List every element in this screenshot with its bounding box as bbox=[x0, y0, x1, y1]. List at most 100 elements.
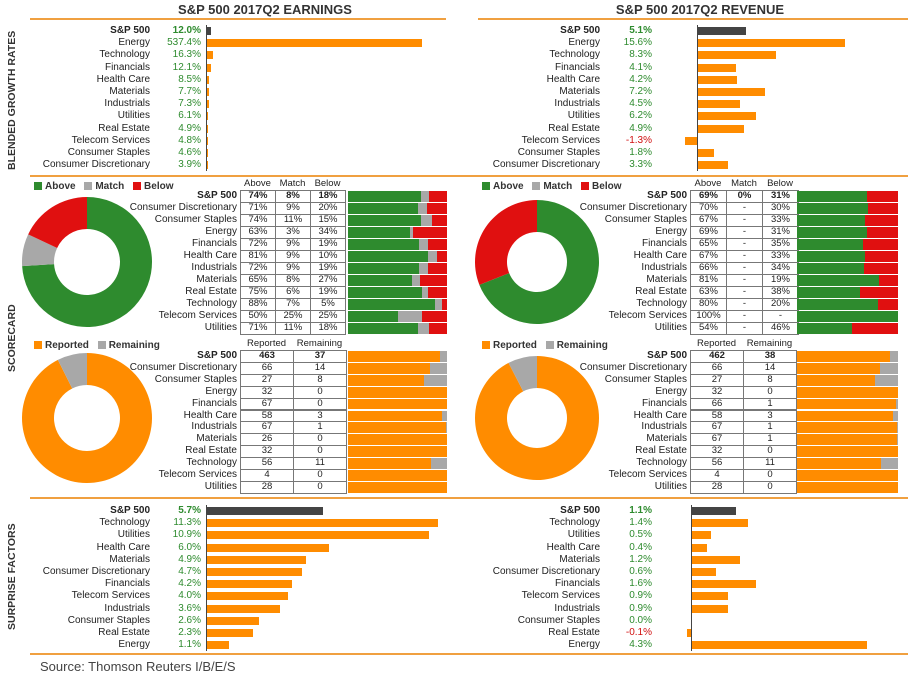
value-label: -0.1% bbox=[625, 627, 652, 638]
category-label: Telecom Services bbox=[71, 134, 150, 146]
category-label: Health Care bbox=[96, 541, 150, 553]
donut-slice-remaining bbox=[57, 353, 87, 389]
category-label: Consumer Staples bbox=[67, 147, 150, 158]
stacked-segment bbox=[429, 323, 447, 334]
column-header: Match bbox=[279, 178, 306, 189]
stacked-segment bbox=[862, 239, 898, 250]
stacked-segment bbox=[896, 434, 898, 446]
stacked-segment bbox=[424, 374, 447, 386]
value-label: 0.9% bbox=[629, 590, 652, 602]
donut-slice-remaining bbox=[508, 356, 537, 392]
category-label: Financials bbox=[191, 397, 237, 409]
stacked-segment bbox=[797, 287, 860, 298]
stacked-segment bbox=[421, 215, 433, 226]
table-cell: - bbox=[726, 322, 763, 335]
value-label: 1.2% bbox=[629, 553, 652, 565]
value-label: 4.5% bbox=[629, 98, 652, 110]
bar bbox=[206, 568, 303, 576]
bar bbox=[697, 51, 776, 60]
stacked-segment bbox=[864, 251, 898, 262]
value-label: 11.3% bbox=[173, 517, 201, 529]
value-label: 8.3% bbox=[629, 49, 652, 61]
donut-chart bbox=[21, 353, 152, 483]
category-label: Real Estate bbox=[98, 627, 150, 638]
category-label: Consumer Discretionary bbox=[129, 202, 237, 213]
category-label: Industrials bbox=[554, 98, 600, 110]
value-label: 4.8% bbox=[178, 134, 201, 146]
bar bbox=[206, 580, 293, 589]
value-label: 4.6% bbox=[178, 147, 201, 158]
stacked-segment bbox=[896, 398, 898, 410]
value-label: 0.4% bbox=[629, 541, 652, 553]
category-label: Consumer Discretionary bbox=[42, 159, 150, 171]
category-label: Consumer Discretionary bbox=[579, 202, 687, 213]
category-label: Utilities bbox=[567, 529, 600, 541]
category-label: Technology bbox=[99, 517, 150, 529]
category-label: Financials bbox=[104, 61, 150, 73]
value-label: 3.6% bbox=[178, 602, 201, 614]
category-label: Materials bbox=[109, 86, 150, 97]
stacked-segment bbox=[851, 323, 898, 334]
axis-line bbox=[206, 505, 207, 652]
category-label: Health Care bbox=[633, 409, 687, 421]
value-label: 1.1% bbox=[629, 505, 652, 516]
bar bbox=[206, 531, 430, 540]
category-label: Materials bbox=[196, 274, 237, 285]
value-label: 7.2% bbox=[629, 86, 652, 97]
revenue-title: S&P 500 2017Q2 REVENUE bbox=[615, 2, 785, 17]
category-label: Materials bbox=[109, 553, 150, 565]
stacked-segment bbox=[348, 470, 447, 481]
category-label: Energy bbox=[118, 639, 150, 651]
stacked-segment bbox=[867, 203, 898, 214]
value-label: 6.1% bbox=[178, 110, 201, 122]
value-label: 3.9% bbox=[178, 159, 201, 171]
category-label: Consumer Discretionary bbox=[129, 361, 237, 373]
stacked-segment bbox=[797, 362, 881, 374]
stacked-segment bbox=[435, 299, 443, 310]
stacked-segment bbox=[348, 239, 420, 250]
divider bbox=[30, 18, 446, 20]
stacked-segment bbox=[797, 351, 891, 362]
value-label: 6.2% bbox=[629, 110, 652, 122]
stacked-segment bbox=[348, 215, 422, 226]
table-cell: 71% bbox=[240, 322, 276, 335]
category-label: Materials bbox=[646, 274, 687, 285]
value-label: 4.0% bbox=[178, 590, 201, 602]
category-label: Consumer Staples bbox=[604, 214, 687, 225]
stacked-segment bbox=[348, 311, 398, 322]
stacked-segment bbox=[348, 251, 429, 262]
value-label: 1.4% bbox=[629, 517, 652, 529]
column-header: Remaining bbox=[296, 338, 343, 349]
category-label: Materials bbox=[559, 86, 600, 97]
category-label: Energy bbox=[568, 37, 600, 49]
bar bbox=[206, 100, 209, 109]
value-label: 3.3% bbox=[629, 159, 652, 171]
category-label: S&P 500 bbox=[560, 505, 600, 516]
stacked-segment bbox=[878, 275, 898, 286]
category-label: Financials bbox=[641, 397, 687, 409]
bar bbox=[206, 75, 210, 84]
value-label: 6.0% bbox=[178, 541, 201, 553]
bar bbox=[691, 555, 741, 564]
divider bbox=[30, 653, 908, 655]
stacked-segment bbox=[348, 481, 447, 493]
category-label: Materials bbox=[646, 433, 687, 445]
divider bbox=[30, 175, 908, 177]
bar bbox=[697, 124, 744, 133]
category-label: S&P 500 bbox=[197, 350, 237, 361]
column-header: Reported bbox=[696, 338, 737, 349]
category-label: Financials bbox=[554, 61, 600, 73]
bar bbox=[206, 629, 254, 637]
bar bbox=[684, 136, 697, 145]
stacked-segment bbox=[348, 203, 419, 214]
value-label: 7.7% bbox=[178, 86, 201, 97]
value-label: 4.9% bbox=[178, 122, 201, 134]
bar bbox=[206, 555, 307, 564]
category-label: Consumer Staples bbox=[604, 373, 687, 385]
category-label: Health Care bbox=[546, 73, 600, 85]
category-label: Technology bbox=[186, 457, 237, 469]
category-label: Telecom Services bbox=[158, 310, 237, 321]
donut-slice-reported bbox=[475, 356, 599, 480]
category-label: Technology bbox=[549, 517, 600, 529]
stacked-segment bbox=[797, 239, 863, 250]
